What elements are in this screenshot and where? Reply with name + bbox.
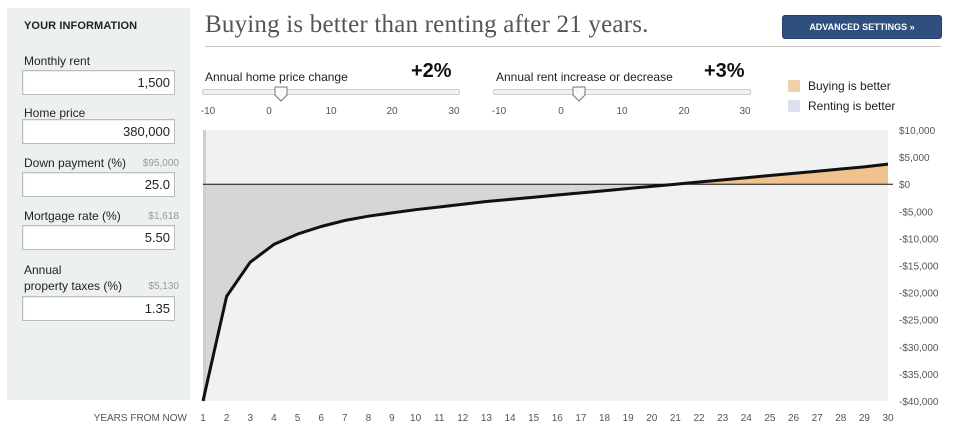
buy-minus-rent-line: [201, 162, 889, 402]
property-taxes-label: property taxes (%): [24, 279, 123, 293]
down-payment-input[interactable]: [22, 172, 175, 197]
slider1-tick: -10: [200, 106, 216, 117]
rent-change-slider[interactable]: [493, 89, 751, 95]
x-tick-label: 28: [835, 413, 847, 424]
x-tick-label: 16: [552, 413, 564, 424]
your-information-panel: YOUR INFORMATION Monthly rent Home price…: [7, 8, 190, 400]
rent-change-label: Annual rent increase or decrease: [496, 70, 673, 84]
x-tick-label: 8: [366, 413, 372, 424]
y-tick-label: -$30,000: [899, 343, 939, 354]
y-tick-label: -$35,000: [899, 370, 939, 381]
x-tick-label: 27: [812, 413, 824, 424]
x-tick-label: 18: [599, 413, 611, 424]
y-tick-label: -$5,000: [899, 207, 933, 218]
x-tick-label: 1: [200, 413, 206, 424]
x-tick-label: 14: [505, 413, 517, 424]
x-tick-label: 3: [247, 413, 253, 424]
y-tick-label: $0: [899, 180, 911, 191]
slider2-tick: 10: [616, 106, 628, 117]
mortgage-rate-input[interactable]: [22, 225, 175, 250]
x-tick-label: 29: [859, 413, 871, 424]
y-tick-label: -$15,000: [899, 262, 939, 273]
buying-better-area: [675, 164, 888, 185]
legend-buying-label: Buying is better: [808, 79, 891, 93]
advanced-settings-button[interactable]: ADVANCED SETTINGS »: [782, 15, 942, 39]
legend-renting-label: Renting is better: [808, 99, 896, 113]
property-taxes-input[interactable]: [22, 296, 175, 321]
x-tick-label: 26: [788, 413, 800, 424]
x-tick-label: 5: [295, 413, 301, 424]
legend-swatch-renting: [788, 100, 800, 112]
x-tick-label: 30: [882, 413, 894, 424]
slider1-tick: 30: [448, 106, 460, 117]
plot-background: [203, 130, 888, 401]
y-tick-label: $5,000: [899, 153, 930, 164]
x-tick-label: 22: [693, 413, 705, 424]
monthly-payment-amount: $1,618: [148, 211, 179, 222]
renting-better-area: [203, 184, 676, 401]
home-price-change-value: +2%: [411, 60, 452, 82]
home-price-label: Home price: [24, 106, 86, 120]
x-tick-label: 17: [575, 413, 587, 424]
monthly-rent-input[interactable]: [22, 70, 175, 95]
x-tick-label: 23: [717, 413, 729, 424]
x-tick-label: 9: [389, 413, 395, 424]
x-tick-label: 13: [481, 413, 493, 424]
x-tick-label: 20: [646, 413, 658, 424]
headline: Buying is better than renting after 21 y…: [205, 11, 649, 38]
rent-change-slider-handle[interactable]: [572, 86, 586, 102]
home-price-change-slider[interactable]: [202, 89, 460, 95]
x-tick-label: 12: [457, 413, 469, 424]
down-payment-label: Down payment (%): [24, 156, 127, 170]
home-price-input[interactable]: [22, 119, 175, 144]
property-taxes-amount: $5,130: [148, 281, 179, 292]
y-tick-label: -$40,000: [899, 397, 939, 408]
x-tick-label: 19: [623, 413, 635, 424]
x-tick-label: 21: [670, 413, 682, 424]
x-tick-label: 24: [741, 413, 753, 424]
slider1-tick: 10: [325, 106, 337, 117]
x-tick-label: 15: [528, 413, 540, 424]
x-tick-label: 25: [764, 413, 776, 424]
slider2-tick: 0: [558, 106, 564, 117]
y-tick-label: -$20,000: [899, 289, 939, 300]
headline-divider: [205, 46, 941, 47]
rent-change-value: +3%: [704, 60, 745, 82]
y-tick-label: -$10,000: [899, 234, 939, 245]
down-payment-amount: $95,000: [142, 158, 179, 169]
mortgage-rate-label: Mortgage rate (%): [24, 209, 121, 223]
monthly-rent-label: Monthly rent: [24, 54, 91, 68]
y-tick-label: $10,000: [899, 126, 936, 137]
home-price-change-label: Annual home price change: [205, 70, 348, 84]
legend-swatch-buying: [788, 80, 800, 92]
y-tick-label: -$25,000: [899, 316, 939, 327]
slider2-tick: -10: [491, 106, 507, 117]
slider1-tick: 0: [266, 106, 272, 117]
slider1-tick: 20: [386, 106, 398, 117]
x-tick-label: 7: [342, 413, 348, 424]
x-axis-label: YEARS FROM NOW: [94, 413, 188, 424]
panel-title: YOUR INFORMATION: [24, 20, 138, 32]
x-tick-label: 4: [271, 413, 277, 424]
property-taxes-label-line1: Annual: [24, 263, 62, 277]
slider2-tick: 20: [678, 106, 690, 117]
x-tick-label: 6: [318, 413, 324, 424]
slider2-tick: 30: [739, 106, 751, 117]
home-price-change-slider-handle[interactable]: [274, 86, 288, 102]
x-tick-label: 11: [434, 413, 445, 424]
x-tick-label: 2: [224, 413, 230, 424]
x-tick-label: 10: [410, 413, 422, 424]
plot-left-edge: [203, 130, 206, 401]
